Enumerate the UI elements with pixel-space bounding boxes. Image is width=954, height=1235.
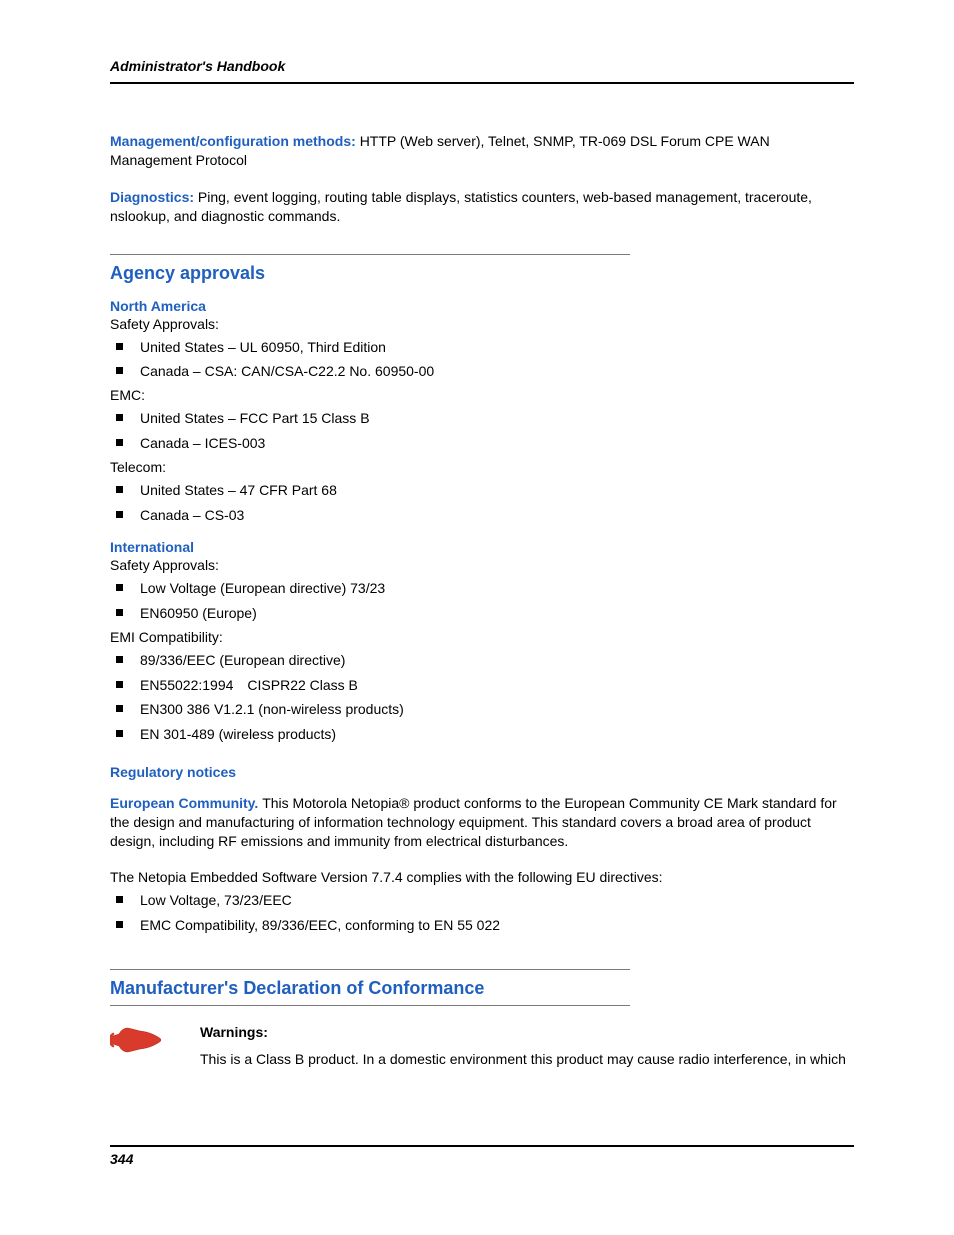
warnings-body: This is a Class B product. In a domestic… [200,1050,854,1069]
list-item: Low Voltage (European directive) 73/23 [110,579,854,598]
section-rule [110,254,630,255]
na-emc-list: United States – FCC Part 15 Class B Cana… [110,409,854,453]
diag-label: Diagnostics: [110,189,198,205]
list-item: United States – 47 CFR Part 68 [110,481,854,500]
na-telecom-label: Telecom: [110,459,854,475]
list-item: United States – FCC Part 15 Class B [110,409,854,428]
list-item: Canada – CS-03 [110,506,854,525]
ec-label: European Community. [110,795,262,811]
regulatory-heading: Regulatory notices [110,764,854,780]
list-item: EN55022:1994 CISPR22 Class B [110,676,854,695]
intl-emi-label: EMI Compatibility: [110,629,854,645]
na-safety-list: United States – UL 60950, Third Edition … [110,338,854,382]
document-page: Administrator's Handbook Management/conf… [0,0,954,1235]
compliance-text: The Netopia Embedded Software Version 7.… [110,869,854,885]
page-footer: 344 [110,1145,854,1167]
footer-rule [110,1145,854,1147]
list-item: 89/336/EEC (European directive) [110,651,854,670]
section-rule [110,969,630,970]
list-item: EN60950 (Europe) [110,604,854,623]
north-america-heading: North America [110,298,854,314]
na-safety-label: Safety Approvals: [110,316,854,332]
list-item: EN300 386 V1.2.1 (non-wireless products) [110,700,854,719]
list-item: EMC Compatibility, 89/336/EEC, conformin… [110,916,854,935]
list-item: Canada – CSA: CAN/CSA-C22.2 No. 60950-00 [110,362,854,381]
directives-list: Low Voltage, 73/23/EEC EMC Compatibility… [110,891,854,935]
header-rule [110,82,854,84]
intl-emi-list: 89/336/EEC (European directive) EN55022:… [110,651,854,745]
international-heading: International [110,539,854,555]
diag-paragraph: Diagnostics: Ping, event logging, routin… [110,188,854,226]
page-number: 344 [110,1151,854,1167]
mgmt-text-1: HTTP (Web server), Telnet, SNMP, TR-069 [360,133,630,149]
european-community-paragraph: European Community. This Motorola Netopi… [110,794,854,851]
pointing-hand-icon [110,1022,180,1061]
section-divider [110,254,854,255]
list-item: United States – UL 60950, Third Edition [110,338,854,357]
warnings-block: Warnings: This is a Class B product. In … [110,1024,854,1069]
na-emc-label: EMC: [110,387,854,403]
list-item: Low Voltage, 73/23/EEC [110,891,854,910]
list-item: Canada – ICES-003 [110,434,854,453]
diag-text: Ping, event logging, routing table displ… [110,189,812,224]
conformance-heading: Manufacturer's Declaration of Conformanc… [110,978,854,999]
section-divider [110,969,854,970]
section-rule [110,1005,630,1006]
mgmt-label: Management/configuration methods: [110,133,360,149]
running-header: Administrator's Handbook [110,58,854,74]
list-item: EN 301-489 (wireless products) [110,725,854,744]
warnings-text: Warnings: This is a Class B product. In … [180,1024,854,1069]
mgmt-paragraph: Management/configuration methods: HTTP (… [110,132,854,170]
intl-safety-label: Safety Approvals: [110,557,854,573]
na-telecom-list: United States – 47 CFR Part 68 Canada – … [110,481,854,525]
agency-heading: Agency approvals [110,263,854,284]
warnings-heading: Warnings: [200,1024,854,1040]
intl-safety-list: Low Voltage (European directive) 73/23 E… [110,579,854,623]
